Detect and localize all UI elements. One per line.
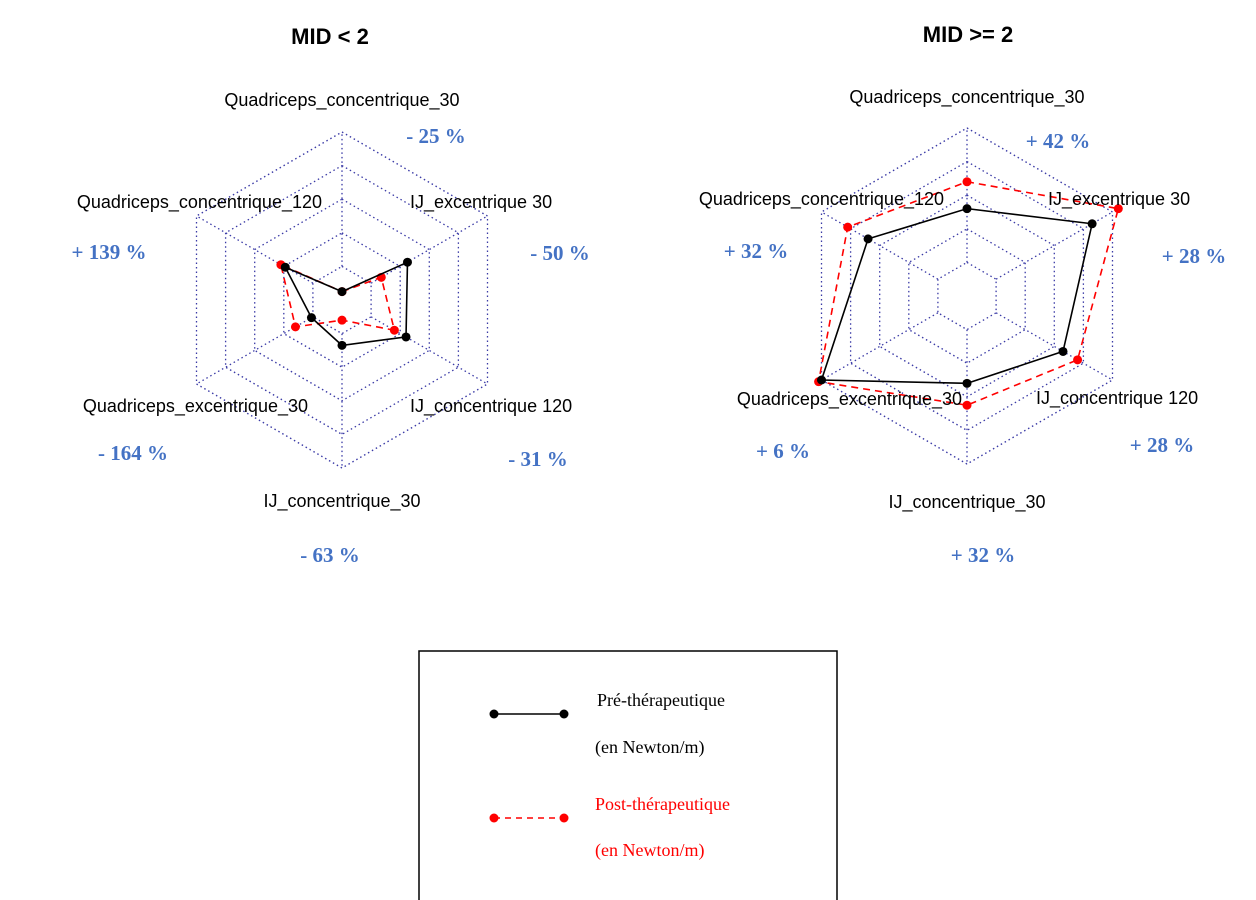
change-label-quadriceps-excentrique-30: - 164 % bbox=[98, 441, 168, 465]
change-label-ij-concentrique-30: + 32 % bbox=[951, 543, 1015, 567]
series-pre-point-4 bbox=[962, 378, 972, 388]
change-label-quadriceps-concentrique-120: + 32 % bbox=[724, 239, 788, 263]
series-pre-point-1 bbox=[337, 287, 347, 297]
series-pre-point-6 bbox=[863, 234, 873, 244]
series-pre-point-5 bbox=[306, 313, 316, 323]
axis-label-ij-concentrique-120: IJ_concentrique 120 bbox=[410, 396, 572, 417]
series-post-point-6 bbox=[843, 222, 853, 232]
series-post-line bbox=[817, 180, 1120, 407]
axis-label-ij-excentrique-30: IJ_excentrique 30 bbox=[1048, 189, 1190, 210]
change-label-ij-excentrique-30: - 50 % bbox=[530, 241, 590, 265]
radar-axis-labels: Quadriceps_concentrique_30 IJ_excentriqu… bbox=[77, 90, 572, 512]
legend-unit: (en Newton/m) bbox=[595, 840, 704, 861]
series-pre-point-1 bbox=[962, 204, 972, 214]
series-post-point-3 bbox=[1073, 355, 1083, 365]
legend-item-post: Post-thérapeutique (en Newton/m) bbox=[489, 794, 730, 861]
series-pre-point-4 bbox=[337, 340, 347, 350]
grid-ring-2 bbox=[908, 228, 1026, 364]
change-label-ij-concentrique-120: - 31 % bbox=[508, 447, 568, 471]
axis-label-ij-concentrique-30: IJ_concentrique_30 bbox=[888, 492, 1045, 513]
legend-unit: (en Newton/m) bbox=[595, 737, 704, 758]
change-label-ij-concentrique-120: + 28 % bbox=[1130, 433, 1194, 457]
axis-label-quadriceps-concentrique-30: Quadriceps_concentrique_30 bbox=[849, 87, 1084, 108]
axis-label-quadriceps-concentrique-120: Quadriceps_concentrique_120 bbox=[699, 189, 944, 210]
grid-spoke-6 bbox=[196, 215, 314, 284]
grid-ring-5 bbox=[820, 127, 1114, 465]
series-post-point-3 bbox=[389, 325, 399, 335]
series-pre-point-5 bbox=[817, 375, 827, 385]
legend-swatch-marker bbox=[559, 813, 569, 823]
chart-title: MID >= 2 bbox=[923, 22, 1013, 47]
legend-item-pre: Pré-thérapeutique (en Newton/m) bbox=[489, 690, 725, 758]
series-pre-point-2 bbox=[402, 257, 412, 267]
change-label-quadriceps-concentrique-120: + 139 % bbox=[72, 240, 147, 264]
change-label-quadriceps-excentrique-30: + 6 % bbox=[756, 439, 810, 463]
axis-label-quadriceps-excentrique-30: Quadriceps_excentrique_30 bbox=[737, 389, 962, 410]
radar-change-labels: + 42 % + 28 % + 28 % + 32 % + 6 % + 32 % bbox=[724, 129, 1226, 567]
radar-chart-mid-ge-2: MID >= 2 Quadriceps_concentrique_30 IJ_e… bbox=[699, 22, 1226, 567]
axis-label-quadriceps-excentrique-30: Quadriceps_excentrique_30 bbox=[83, 396, 308, 417]
radar-series bbox=[276, 257, 412, 350]
change-label-ij-excentrique-30: + 28 % bbox=[1162, 244, 1226, 268]
series-pre-line bbox=[820, 207, 1094, 385]
change-label-quadriceps-concentrique-30: + 42 % bbox=[1026, 129, 1090, 153]
chart-title: MID < 2 bbox=[291, 24, 369, 49]
series-post-point-1 bbox=[962, 177, 972, 187]
radar-grid bbox=[195, 131, 489, 469]
legend-swatch-marker bbox=[489, 709, 499, 719]
series-post-point-4 bbox=[962, 400, 972, 410]
grid-ring-1 bbox=[937, 261, 997, 331]
series-pre-point-3 bbox=[1058, 346, 1068, 356]
legend-label: Pré-thérapeutique bbox=[597, 690, 725, 710]
series-pre-point-2 bbox=[1087, 219, 1097, 229]
legend-swatch-marker bbox=[489, 813, 499, 823]
grid-ring-3 bbox=[254, 198, 430, 402]
series-pre-point-3 bbox=[401, 332, 411, 342]
series-pre-point-6 bbox=[280, 262, 290, 272]
axis-label-ij-concentrique-30: IJ_concentrique_30 bbox=[263, 491, 420, 512]
legend: Pré-thérapeutique (en Newton/m) Post-thé… bbox=[418, 650, 838, 900]
grid-spoke-2 bbox=[370, 215, 488, 284]
grid-ring-5 bbox=[195, 131, 489, 469]
legend-box bbox=[418, 650, 838, 900]
radar-change-labels: - 25 % - 50 % - 31 % - 63 % - 164 % + 13… bbox=[72, 124, 590, 567]
grid-ring-4 bbox=[224, 164, 460, 436]
radar-series bbox=[814, 177, 1123, 410]
series-post-point-5 bbox=[290, 322, 300, 332]
series-pre-line bbox=[283, 260, 409, 347]
change-label-quadriceps-concentrique-30: - 25 % bbox=[406, 124, 466, 148]
legend-swatch-marker bbox=[559, 709, 569, 719]
change-label-ij-concentrique-30: - 63 % bbox=[300, 543, 360, 567]
axis-label-ij-concentrique-120: IJ_concentrique 120 bbox=[1036, 388, 1198, 409]
radar-axis-labels: Quadriceps_concentrique_30 IJ_excentriqu… bbox=[699, 87, 1198, 513]
legend-label: Post-thérapeutique bbox=[595, 794, 730, 814]
series-post-point-4 bbox=[337, 315, 347, 325]
axis-label-quadriceps-concentrique-30: Quadriceps_concentrique_30 bbox=[224, 90, 459, 111]
radar-chart-mid-lt-2: MID < 2 Quadriceps_concentrique_30 IJ_ex… bbox=[72, 24, 590, 567]
series-post-point-2 bbox=[1113, 204, 1123, 214]
axis-label-ij-excentrique-30: IJ_excentrique 30 bbox=[410, 192, 552, 213]
axis-label-quadriceps-concentrique-120: Quadriceps_concentrique_120 bbox=[77, 192, 322, 213]
grid-ring-3 bbox=[879, 194, 1055, 398]
